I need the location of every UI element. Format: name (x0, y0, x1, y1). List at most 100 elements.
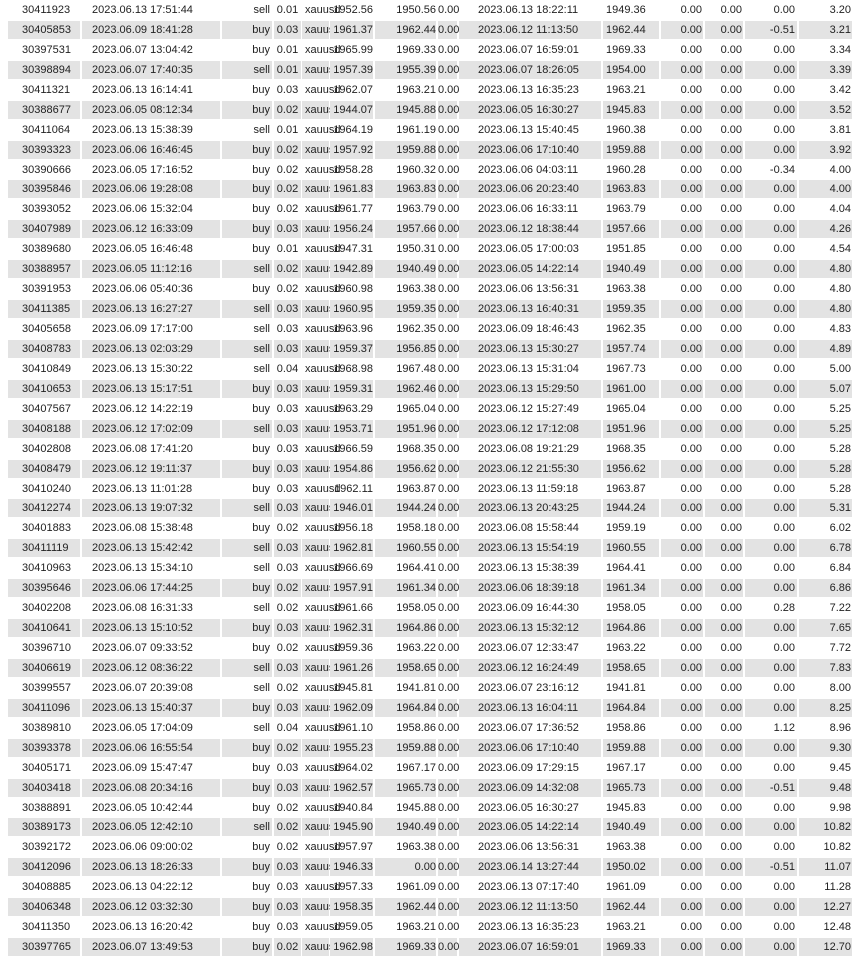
cell-commission: 0.00 (661, 419, 703, 438)
cell-open-time: 2023.06.08 16:31:33 (92, 602, 193, 615)
cell-profit: 3.20 (829, 4, 851, 16)
table-row[interactable]: 30402808 2023.06.08 17:41:20 buy 0.03 xauusd… (0, 439, 861, 459)
cell-profit: 9.98 (829, 801, 851, 814)
table-row[interactable]: 30389680 2023.06.05 16:46:48 buy 0.01 xauusd… (0, 239, 861, 259)
table-row[interactable]: 30393378 2023.06.06 16:55:54 buy 0.02 xauusd… (0, 738, 861, 758)
cell-volume: 0.03 (274, 339, 301, 358)
table-row[interactable]: 30408885 2023.06.13 04:22:12 buy 0.03 xauusd… (0, 877, 861, 897)
table-row[interactable]: 30412274 2023.06.13 19:07:32 sell 0.03 xauus… (0, 498, 861, 518)
table-row[interactable]: 30398894 2023.06.07 17:40:35 sell 0.01 xauus… (0, 60, 861, 80)
cell-take-profit: 0.00 (438, 123, 460, 136)
table-row[interactable]: 30397531 2023.06.07 13:04:42 buy 0.01 xauusd… (0, 40, 861, 60)
cell-stop-loss: 1963.79 (396, 203, 436, 216)
cell-type: buy (222, 220, 272, 239)
cell-swap: 0.00 (773, 881, 795, 894)
table-row[interactable]: 30406348 2023.06.12 03:32:30 buy 0.03 xauusd… (0, 897, 861, 917)
cell-stop-loss: 1940.49 (375, 818, 436, 837)
table-row[interactable]: 30389810 2023.06.05 17:04:09 sell 0.04 xauus… (0, 718, 861, 738)
cell-take-profit: 0.00 (438, 20, 459, 39)
table-row[interactable]: 30391953 2023.06.06 05:40:36 buy 0.02 xauusd… (0, 279, 861, 299)
cell-close-time: 2023.06.13 15:31:04 (478, 362, 579, 375)
table-row[interactable]: 30388677 2023.06.05 08:12:34 buy 0.02 xauusd… (0, 100, 861, 120)
table-row[interactable]: 30401883 2023.06.08 15:38:48 buy 0.02 xauusd… (0, 518, 861, 538)
cell-volume: 0.03 (276, 562, 299, 575)
cell-close-price: 1959.88 (603, 140, 659, 159)
table-row[interactable]: 30405853 2023.06.09 18:41:28 buy 0.03 xauusd… (0, 20, 861, 40)
cell-open-time: 2023.06.06 16:46:45 (82, 140, 220, 159)
table-row[interactable]: 30410963 2023.06.13 15:34:10 sell 0.03 xauus… (0, 558, 861, 578)
table-row[interactable]: 30388957 2023.06.05 11:12:16 sell 0.02 xauus… (0, 259, 861, 279)
table-row[interactable]: 30411119 2023.06.13 15:42:42 sell 0.03 xauus… (0, 538, 861, 558)
table-row[interactable]: 30411385 2023.06.13 16:27:27 sell 0.03 xauus… (0, 299, 861, 319)
table-row[interactable]: 30412096 2023.06.13 18:26:33 buy 0.03 xauusd… (0, 857, 861, 877)
table-row[interactable]: 30393323 2023.06.06 16:46:45 buy 0.02 xauusd… (0, 140, 861, 160)
table-row[interactable]: 30408783 2023.06.13 02:03:29 sell 0.03 xauus… (0, 339, 861, 359)
table-row[interactable]: 30411923 2023.06.13 17:51:44 sell 0.01 xauus… (0, 0, 861, 20)
table-row[interactable]: 30408188 2023.06.12 17:02:09 sell 0.03 xauus… (0, 419, 861, 439)
cell-close-price: 1956.62 (603, 459, 659, 478)
table-row[interactable]: 30407989 2023.06.12 16:33:09 buy 0.03 xauusd… (0, 219, 861, 239)
cell-symbol: xauusd (302, 140, 340, 159)
cell-type: buy (252, 402, 270, 415)
cell-stop-loss: 1962.35 (396, 323, 436, 335)
cell-swap: 0.00 (745, 140, 797, 159)
cell-close-time: 2023.06.13 15:30:27 (459, 339, 601, 358)
table-row[interactable]: 30390666 2023.06.05 17:16:52 buy 0.02 xauusd… (0, 160, 861, 180)
cell-swap: 0.00 (745, 419, 797, 438)
table-row[interactable]: 30410849 2023.06.13 15:30:22 sell 0.04 xauus… (0, 359, 861, 379)
cell-stop-loss: 1963.38 (396, 841, 436, 854)
cell-swap: 0.00 (745, 260, 797, 279)
cell-profit: 4.26 (799, 220, 852, 239)
table-row[interactable]: 30411321 2023.06.13 16:14:41 buy 0.03 xauusd… (0, 80, 861, 100)
cell-open-time: 2023.06.08 20:34:16 (82, 778, 220, 797)
cell-open-time: 2023.06.13 04:22:12 (92, 881, 193, 894)
cell-close-price: 1954.00 (603, 60, 659, 79)
table-row[interactable]: 30393052 2023.06.06 15:32:04 buy 0.02 xauusd… (0, 199, 861, 219)
table-row[interactable]: 30408479 2023.06.12 19:11:37 buy 0.03 xauusd… (0, 459, 861, 479)
cell-swap: -0.51 (745, 858, 797, 877)
table-row[interactable]: 30405658 2023.06.09 17:17:00 sell 0.03 xauus… (0, 319, 861, 339)
table-row[interactable]: 30396710 2023.06.07 09:33:52 buy 0.02 xauusd… (0, 638, 861, 658)
cell-take-profit: 0.00 (438, 260, 459, 279)
cell-take-profit: 0.00 (438, 938, 459, 957)
cell-take-profit: 0.00 (438, 83, 460, 96)
cell-close-time: 2023.06.06 20:23:40 (459, 180, 601, 199)
table-row[interactable]: 30395846 2023.06.06 19:28:08 buy 0.02 xauusd… (0, 179, 861, 199)
table-row[interactable]: 30411064 2023.06.13 15:38:39 sell 0.01 xauus… (0, 120, 861, 140)
cell-close-time: 2023.06.08 15:58:44 (478, 522, 579, 535)
cell-ticket: 30397531 (22, 43, 71, 56)
cell-volume: 0.02 (276, 801, 299, 814)
cell-ticket: 30411321 (22, 83, 71, 96)
cell-stop-loss: 1965.04 (396, 402, 436, 415)
cell-commission: 0.00 (661, 180, 703, 199)
cell-volume: 0.02 (274, 180, 301, 199)
cell-open-time: 2023.06.09 15:47:47 (92, 761, 193, 774)
cell-volume: 0.03 (274, 778, 301, 797)
table-row[interactable]: 30392172 2023.06.06 09:00:02 buy 0.02 xauusd… (0, 837, 861, 857)
table-row[interactable]: 30410653 2023.06.13 15:17:51 buy 0.03 xauusd… (0, 379, 861, 399)
table-row[interactable]: 30388891 2023.06.05 10:42:44 buy 0.02 xauusd… (0, 798, 861, 818)
cell-open-price: 1961.26 (330, 658, 373, 677)
table-row[interactable]: 30411350 2023.06.13 16:20:42 buy 0.03 xauusd… (0, 917, 861, 937)
table-row[interactable]: 30405171 2023.06.09 15:47:47 buy 0.03 xauusd… (0, 758, 861, 778)
table-row[interactable]: 30407567 2023.06.12 14:22:19 buy 0.03 xauusd… (0, 399, 861, 419)
cell-close-price: 1962.44 (603, 20, 659, 39)
cell-stop-loss: 1961.09 (396, 881, 436, 894)
cell-symbol: xauusd (302, 419, 340, 438)
table-row[interactable]: 30410240 2023.06.13 11:01:28 buy 0.03 xauusd… (0, 479, 861, 499)
cell-volume: 0.02 (276, 681, 299, 694)
table-row[interactable]: 30403418 2023.06.08 20:34:16 buy 0.03 xauusd… (0, 778, 861, 798)
cell-symbol: xauusd (305, 681, 341, 694)
table-row[interactable]: 30410641 2023.06.13 15:10:52 buy 0.03 xauusd… (0, 618, 861, 638)
table-row[interactable]: 30389173 2023.06.05 12:42:10 sell 0.02 xauus… (0, 817, 861, 837)
table-row[interactable]: 30397765 2023.06.07 13:49:53 buy 0.02 xauusd… (0, 937, 861, 957)
cell-swap: -0.51 (745, 20, 797, 39)
cell-close-time: 2023.06.05 16:30:27 (459, 100, 601, 119)
table-row[interactable]: 30411096 2023.06.13 15:40:37 buy 0.03 xauusd… (0, 698, 861, 718)
table-row[interactable]: 30395646 2023.06.06 17:44:25 buy 0.02 xauusd… (0, 578, 861, 598)
table-row[interactable]: 30406619 2023.06.12 08:36:22 sell 0.03 xauus… (0, 658, 861, 678)
table-row[interactable]: 30402208 2023.06.08 16:31:33 sell 0.02 xauus… (0, 598, 861, 618)
table-row[interactable]: 30399557 2023.06.07 20:39:08 sell 0.02 xauus… (0, 678, 861, 698)
cell-close-time: 2023.06.07 16:59:01 (478, 43, 579, 56)
cell-taxes: 0.00 (705, 898, 743, 917)
